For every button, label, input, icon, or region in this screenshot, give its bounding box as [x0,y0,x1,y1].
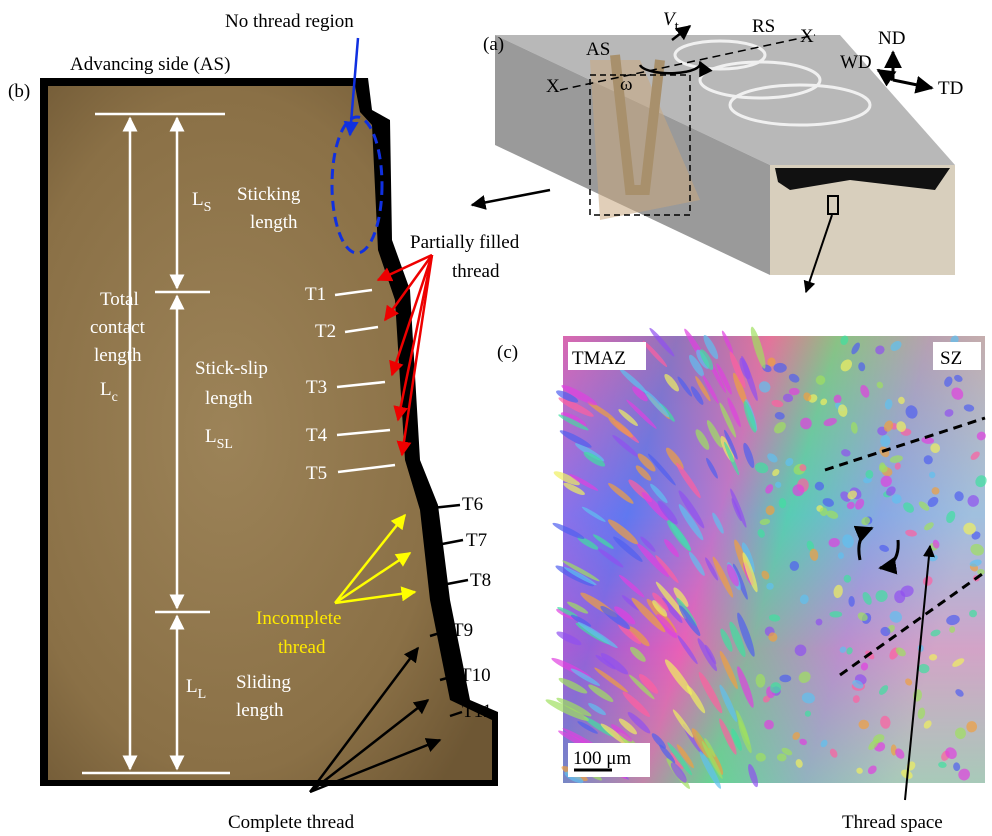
label: TMAZ [572,348,626,369]
thread-label: T2 [315,321,336,342]
thread-label: T8 [470,570,491,591]
symbol-main: L [186,676,198,697]
label: length [205,388,253,409]
label: Total [100,289,139,310]
label: Stick-slip [195,358,268,379]
label: AS [586,39,610,60]
thread-label: T7 [466,530,487,551]
grain [779,675,791,683]
symbol-sub: c [112,390,118,405]
label: X [800,26,814,47]
label: thread [452,261,500,282]
figure: No thread region Advancing side (AS) (b)… [0,0,992,836]
label: length [236,700,284,721]
symbol-main: L [192,189,204,210]
panel-label: (a) [483,34,504,55]
panel-label: (c) [497,342,518,363]
label: Partially filled [410,232,520,253]
symbol-sub: t [675,19,680,35]
label: Sticking [237,184,301,205]
label: length [250,212,298,233]
label: Complete thread [228,812,355,833]
symbol-sub: SL [217,437,233,452]
thread-label: T10 [460,665,491,686]
symbol-sub: S [204,200,212,215]
group [878,52,932,88]
label: ND [878,28,905,49]
shape [893,80,932,88]
thread-label: T3 [306,377,327,398]
label: length [94,345,142,366]
label: RS [752,16,775,37]
shape [472,190,550,205]
thread-label: T5 [306,463,327,484]
label: No thread region [225,11,354,32]
symbol-main: L [205,426,217,447]
thread-label: T1 [305,284,326,305]
label: contact [90,317,146,338]
label: thread [278,637,326,658]
thread-label: T9 [452,620,473,641]
panel-label: (b) [8,81,30,102]
label: Incomplete [256,608,341,629]
thread-label: T4 [306,425,328,446]
symbol-main: L [100,379,112,400]
label: Thread space [842,812,943,833]
label: WD [840,52,872,73]
shape [878,70,893,80]
scale-label: 100 μm [573,748,631,769]
label: ω [620,74,633,95]
symbol: Vt [663,9,680,35]
grain [829,611,842,618]
label: TD [938,78,963,99]
thread-label: T6 [462,494,483,515]
symbol-sub: L [198,687,207,702]
label: SZ [940,348,962,369]
grain [773,363,786,373]
label: Advancing side (AS) [70,54,230,75]
label: Sliding [236,672,291,693]
grain [789,388,800,395]
thread-label: T11 [462,701,492,722]
label: X [546,76,560,97]
